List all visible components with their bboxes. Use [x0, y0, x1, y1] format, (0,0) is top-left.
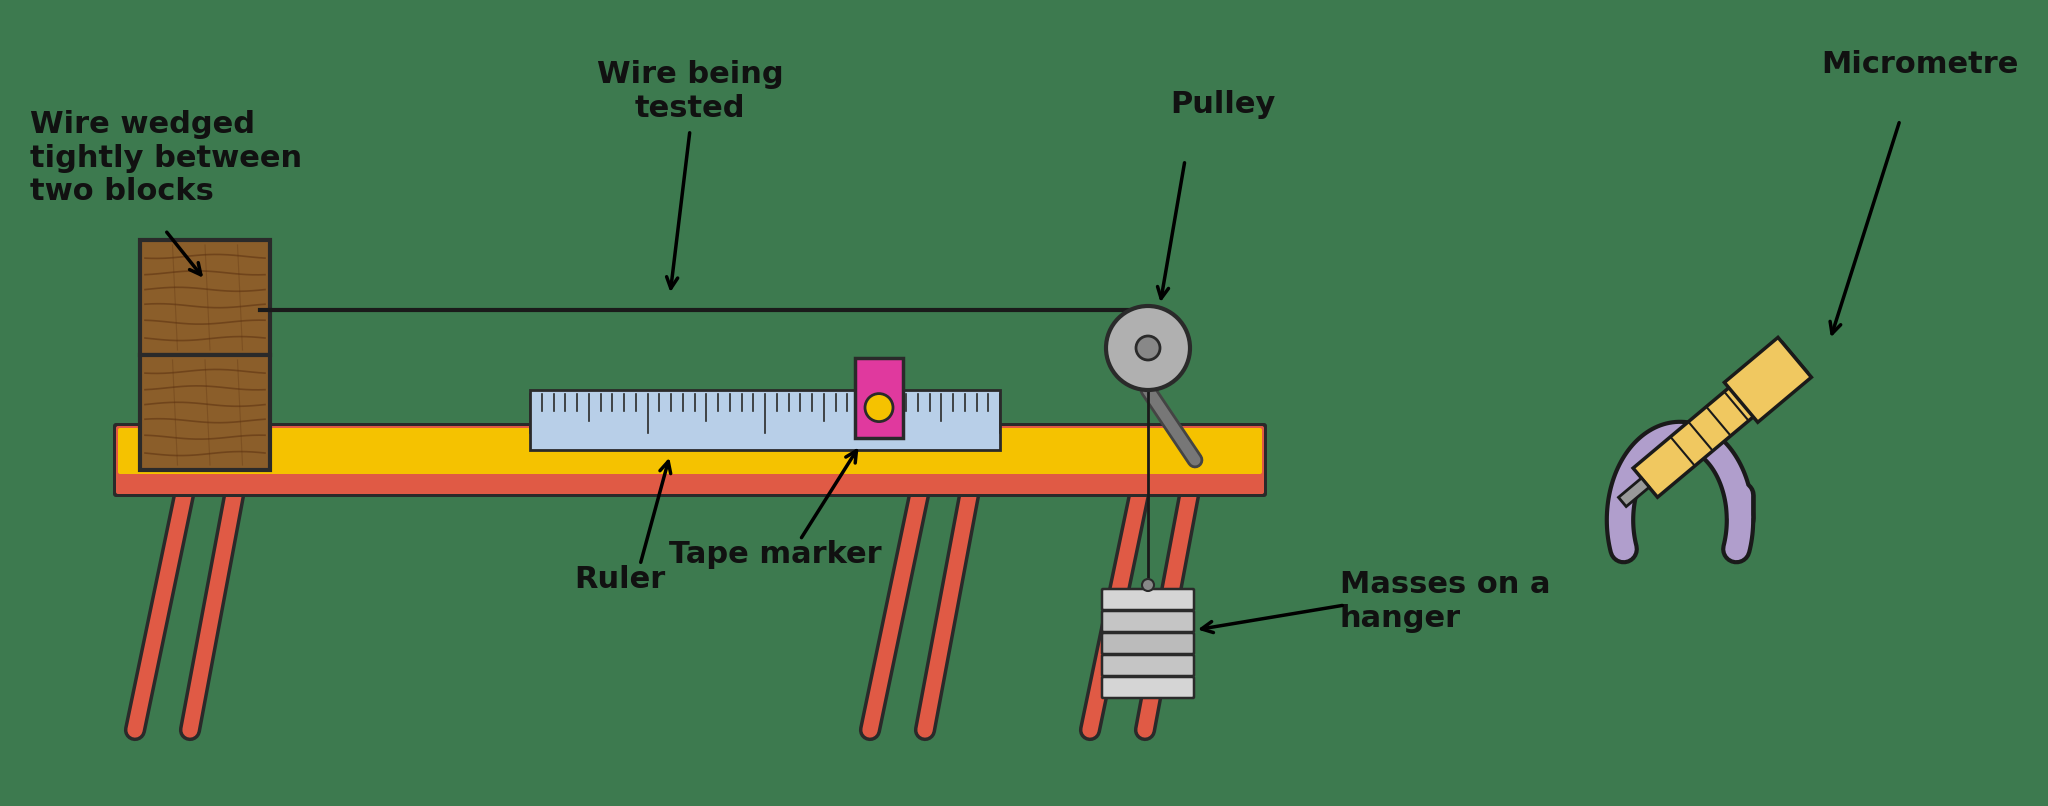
- Polygon shape: [1632, 343, 1806, 497]
- Circle shape: [1106, 306, 1190, 390]
- Text: Wire being
tested: Wire being tested: [596, 60, 782, 123]
- Circle shape: [864, 393, 893, 422]
- Text: Micrometre: Micrometre: [1821, 50, 2019, 79]
- Bar: [530, 390, 999, 450]
- Circle shape: [1143, 579, 1153, 591]
- Text: Wire wedged
tightly between
two blocks: Wire wedged tightly between two blocks: [31, 110, 303, 206]
- Text: Masses on a
hanger: Masses on a hanger: [1339, 570, 1550, 633]
- Polygon shape: [1618, 478, 1649, 506]
- FancyBboxPatch shape: [1102, 677, 1194, 698]
- FancyBboxPatch shape: [1102, 611, 1194, 632]
- FancyBboxPatch shape: [113, 423, 1268, 497]
- Text: Ruler: Ruler: [573, 565, 666, 594]
- Bar: [139, 355, 270, 470]
- Text: Pulley: Pulley: [1169, 90, 1276, 119]
- Bar: [139, 240, 270, 355]
- Polygon shape: [1724, 338, 1810, 422]
- FancyBboxPatch shape: [119, 428, 1262, 474]
- Circle shape: [1137, 336, 1159, 360]
- FancyBboxPatch shape: [1102, 655, 1194, 676]
- Bar: [854, 358, 903, 438]
- Text: Tape marker: Tape marker: [670, 540, 881, 569]
- FancyBboxPatch shape: [1102, 633, 1194, 654]
- FancyBboxPatch shape: [1102, 589, 1194, 610]
- FancyBboxPatch shape: [117, 426, 1264, 494]
